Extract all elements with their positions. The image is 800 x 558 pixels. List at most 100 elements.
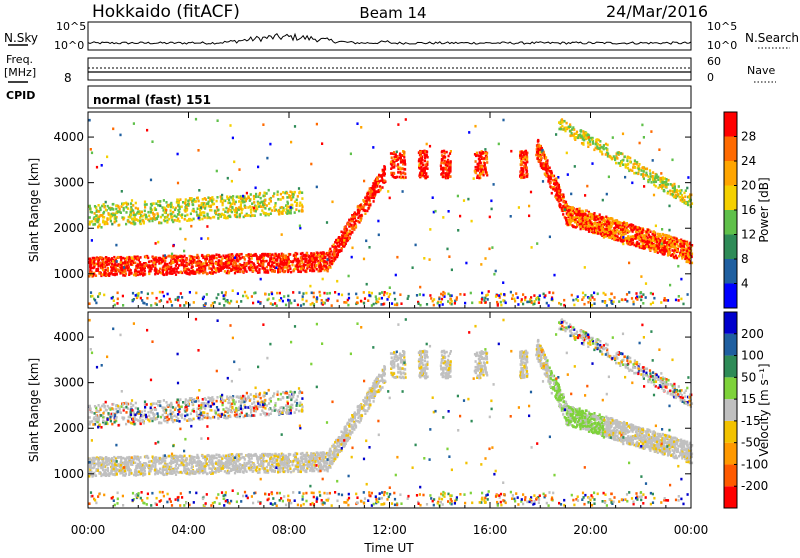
power-echo (440, 158, 443, 162)
power-echo (223, 214, 227, 218)
power-echo (300, 259, 303, 263)
power-echo (160, 221, 163, 225)
power-echo (606, 231, 609, 235)
power-echo (675, 237, 678, 240)
power-echo (269, 257, 272, 260)
power-echo (521, 155, 524, 158)
power-echo (679, 253, 682, 256)
power-echo (233, 214, 236, 217)
power-echo (645, 234, 648, 238)
power-echo (252, 269, 255, 273)
power-echo (657, 239, 660, 243)
power-echo (686, 243, 689, 247)
power-echo (479, 161, 482, 165)
power-echo (272, 297, 275, 300)
power-echo (470, 219, 473, 223)
power-echo (292, 291, 295, 294)
power-echo (189, 198, 192, 202)
power-echo (90, 273, 93, 277)
power-echo (210, 263, 213, 266)
power-echo (638, 232, 641, 236)
power-echo (600, 218, 603, 221)
power-echo (640, 295, 643, 298)
power-echo (351, 214, 354, 217)
power-echo (484, 168, 487, 172)
power-echo (221, 267, 224, 270)
power-echo (246, 262, 249, 266)
power-echo (668, 252, 671, 256)
power-echo (640, 233, 643, 236)
power-echo (212, 202, 216, 206)
power-echo (189, 212, 192, 216)
power-echo (524, 166, 527, 169)
power-echo (663, 177, 666, 180)
power-echo (119, 272, 122, 275)
power-echo (636, 233, 639, 236)
power-echo (570, 206, 573, 209)
power-echo (104, 269, 107, 272)
power-echo (484, 148, 487, 151)
power-echo (246, 296, 249, 300)
power-echo (655, 176, 658, 179)
power-echo (183, 304, 186, 307)
power-echo (322, 301, 325, 304)
power-echo (190, 197, 193, 200)
power-echo (480, 157, 483, 160)
power-echo (104, 271, 107, 275)
power-echo (581, 291, 585, 295)
power-echo (444, 172, 447, 175)
power-echo (447, 300, 450, 303)
power-echo (316, 251, 319, 255)
power-echo (552, 182, 556, 185)
power-echo (286, 212, 289, 215)
power-echo (262, 211, 265, 214)
power-echo (168, 217, 171, 221)
power-echo (164, 211, 167, 215)
power-echo (362, 209, 365, 212)
power-echo (153, 268, 157, 272)
power-echo (161, 260, 164, 264)
power-echo (375, 300, 378, 304)
power-echo (114, 262, 117, 265)
power-echo (670, 243, 673, 247)
power-echo (186, 213, 189, 217)
power-echo (340, 236, 343, 239)
power-echo (309, 269, 312, 272)
power-echo (197, 204, 201, 207)
power-echo (601, 215, 604, 219)
power-echo (587, 301, 590, 304)
power-echo (204, 258, 207, 262)
power-echo (347, 303, 350, 307)
power-echo (130, 202, 133, 205)
power-echo (651, 301, 655, 304)
power-echo (260, 262, 263, 266)
power-echo (97, 257, 100, 260)
power-echo (229, 205, 232, 208)
power-echo (575, 215, 578, 218)
power-echo (666, 192, 669, 195)
power-echo (642, 302, 645, 305)
power-echo (560, 193, 563, 197)
power-echo (587, 133, 590, 136)
power-echo (577, 213, 580, 217)
power-echo (629, 226, 632, 229)
power-echo (366, 196, 369, 200)
power-echo (143, 203, 146, 206)
power-echo (125, 205, 128, 209)
power-echo (184, 210, 187, 213)
power-echo (356, 296, 359, 299)
power-echo (293, 299, 296, 302)
power-echo (359, 219, 362, 222)
power-echo (671, 237, 674, 240)
power-echo (362, 206, 365, 209)
power-echo (646, 228, 650, 232)
power-echo (647, 233, 650, 237)
power-echo (580, 222, 583, 226)
power-echo (669, 235, 672, 239)
power-echo (294, 256, 297, 259)
power-echo (520, 300, 523, 303)
power-echo (690, 255, 693, 259)
power-echo (548, 175, 551, 178)
power-echo (415, 294, 419, 297)
power-echo (151, 211, 154, 215)
